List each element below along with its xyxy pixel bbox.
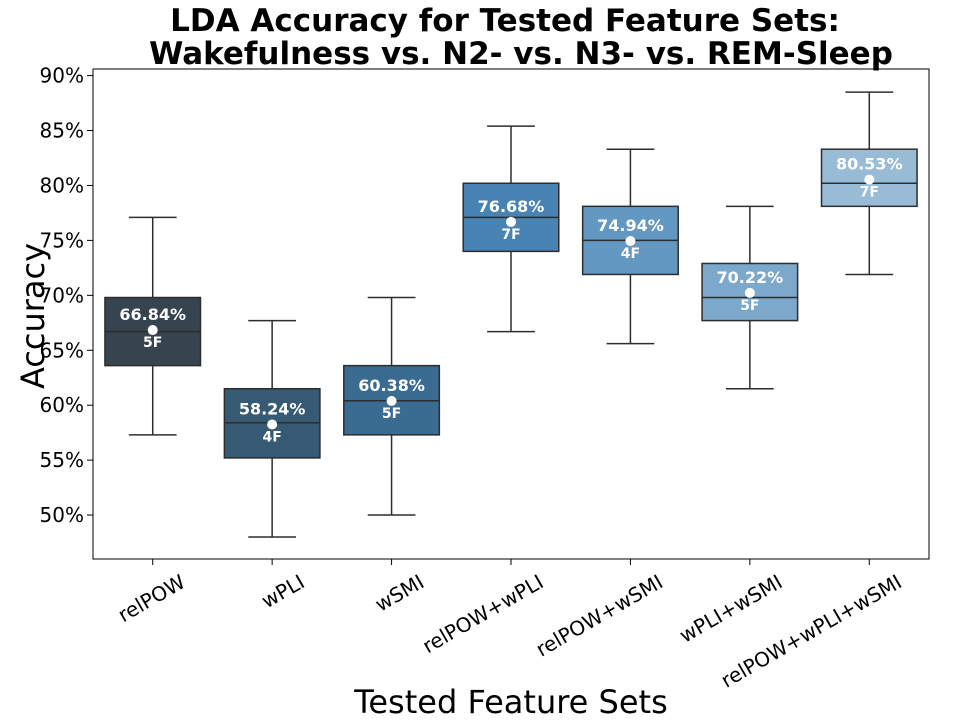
y-tick-label: 50% xyxy=(40,503,84,527)
feature-count-label: 4F xyxy=(262,430,281,446)
x-axis-label: Tested Feature Sets xyxy=(353,683,668,721)
mean-marker xyxy=(147,325,158,336)
mean-value-label: 70.22% xyxy=(717,268,784,287)
mean-marker xyxy=(625,236,636,247)
x-tick-label: relPOW xyxy=(114,569,190,627)
feature-count-label: 7F xyxy=(860,185,879,201)
mean-marker xyxy=(744,287,755,298)
y-tick-label: 65% xyxy=(40,338,84,362)
y-tick-label: 90% xyxy=(40,64,84,88)
x-tick-label: relPOW+wSMI xyxy=(532,570,667,662)
mean-marker xyxy=(864,174,875,185)
mean-value-label: 60.38% xyxy=(358,376,425,395)
mean-value-label: 58.24% xyxy=(239,400,306,419)
box-relpow-wpli-wsmi xyxy=(820,148,918,208)
y-tick-label: 85% xyxy=(40,119,84,143)
mean-value-label: 66.84% xyxy=(119,305,186,324)
chart-title-line-1: LDA Accuracy for Tested Feature Sets: xyxy=(170,3,840,39)
plot-frame xyxy=(92,68,930,560)
mean-value-label: 76.68% xyxy=(478,197,545,216)
feature-count-label: 5F xyxy=(382,406,401,422)
mean-marker xyxy=(386,396,397,407)
mean-marker xyxy=(506,216,516,227)
y-axis-label: Accuracy xyxy=(14,243,52,389)
feature-count-label: 4F xyxy=(621,246,640,262)
y-tick-label: 80% xyxy=(40,173,84,197)
x-tick-label: wPLI xyxy=(257,570,308,614)
mean-value-label: 80.53% xyxy=(836,155,903,174)
x-tick-label: wPLI+wSMI xyxy=(675,570,786,648)
x-tick-label: relPOW+wPLI xyxy=(418,570,547,659)
x-tick-label: wSMI xyxy=(371,570,428,617)
plot-area: 50% 55% 60% 65% 70% 75% 80% 85% 90% 66.84% 5F relPO… xyxy=(40,64,918,693)
y-tick-label: 60% xyxy=(40,393,84,417)
chart-title-line-2: Wakefulness vs. N2- vs. N3- vs. REM-Slee… xyxy=(149,36,893,72)
feature-count-label: 5F xyxy=(740,298,759,314)
y-tick-label: 70% xyxy=(40,283,84,307)
feature-count-label: 5F xyxy=(143,335,162,351)
y-tick-label: 55% xyxy=(40,448,84,472)
y-tick-label: 75% xyxy=(40,228,84,252)
feature-count-label: 7F xyxy=(501,227,520,243)
mean-value-label: 74.94% xyxy=(597,216,664,235)
mean-marker xyxy=(267,419,278,430)
